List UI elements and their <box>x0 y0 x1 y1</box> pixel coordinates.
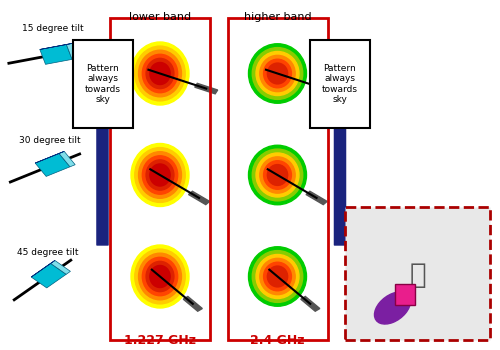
Ellipse shape <box>142 54 178 93</box>
Ellipse shape <box>150 265 170 288</box>
Polygon shape <box>66 43 78 60</box>
Ellipse shape <box>256 51 299 96</box>
Ellipse shape <box>264 59 291 88</box>
Polygon shape <box>31 260 55 277</box>
Polygon shape <box>50 260 70 274</box>
Text: 15 degree tilt: 15 degree tilt <box>22 24 84 33</box>
Ellipse shape <box>135 148 185 202</box>
Text: Pattern
always
towards
sky: Pattern always towards sky <box>84 64 120 104</box>
Ellipse shape <box>374 292 410 324</box>
Polygon shape <box>31 264 66 288</box>
Ellipse shape <box>150 63 170 84</box>
Bar <box>188 191 210 205</box>
Text: lower band: lower band <box>129 12 191 22</box>
Polygon shape <box>35 151 64 163</box>
Polygon shape <box>40 44 72 64</box>
Ellipse shape <box>248 145 306 205</box>
Ellipse shape <box>248 247 306 306</box>
Ellipse shape <box>268 164 287 186</box>
Ellipse shape <box>138 50 182 97</box>
Text: 30 degree tilt: 30 degree tilt <box>19 136 81 145</box>
Ellipse shape <box>252 251 302 302</box>
Bar <box>312 83 335 94</box>
Ellipse shape <box>248 44 306 103</box>
Polygon shape <box>35 153 70 176</box>
Text: 45 degree tilt: 45 degree tilt <box>17 248 78 257</box>
Ellipse shape <box>256 153 299 197</box>
Polygon shape <box>40 43 72 49</box>
Ellipse shape <box>135 46 185 101</box>
Ellipse shape <box>268 266 287 287</box>
Ellipse shape <box>131 42 189 105</box>
Ellipse shape <box>142 156 178 194</box>
Ellipse shape <box>146 58 174 89</box>
Bar <box>301 296 320 311</box>
Text: Pattern
always
towards
sky: Pattern always towards sky <box>322 64 358 104</box>
Text: 1.227 GHz: 1.227 GHz <box>124 334 196 346</box>
Ellipse shape <box>146 261 174 292</box>
FancyBboxPatch shape <box>345 206 490 340</box>
Ellipse shape <box>146 160 174 190</box>
Bar <box>184 296 203 311</box>
Text: 2.4 GHz: 2.4 GHz <box>250 334 305 346</box>
Ellipse shape <box>135 249 185 304</box>
Ellipse shape <box>264 161 291 189</box>
Text: higher band: higher band <box>244 12 312 22</box>
Ellipse shape <box>138 152 182 198</box>
Bar <box>195 83 218 94</box>
Ellipse shape <box>268 63 287 84</box>
Ellipse shape <box>260 55 295 92</box>
Ellipse shape <box>150 164 170 186</box>
Polygon shape <box>59 151 75 167</box>
Ellipse shape <box>256 254 299 299</box>
Ellipse shape <box>142 257 178 296</box>
Ellipse shape <box>131 245 189 308</box>
FancyBboxPatch shape <box>395 284 415 304</box>
Ellipse shape <box>138 253 182 300</box>
Ellipse shape <box>252 149 302 201</box>
Ellipse shape <box>260 157 295 193</box>
FancyBboxPatch shape <box>72 40 132 128</box>
Ellipse shape <box>260 258 295 295</box>
Ellipse shape <box>252 48 302 99</box>
FancyBboxPatch shape <box>310 40 370 128</box>
Ellipse shape <box>264 262 291 291</box>
Bar <box>306 191 327 205</box>
Text: 📷: 📷 <box>409 261 426 289</box>
Ellipse shape <box>131 144 189 206</box>
